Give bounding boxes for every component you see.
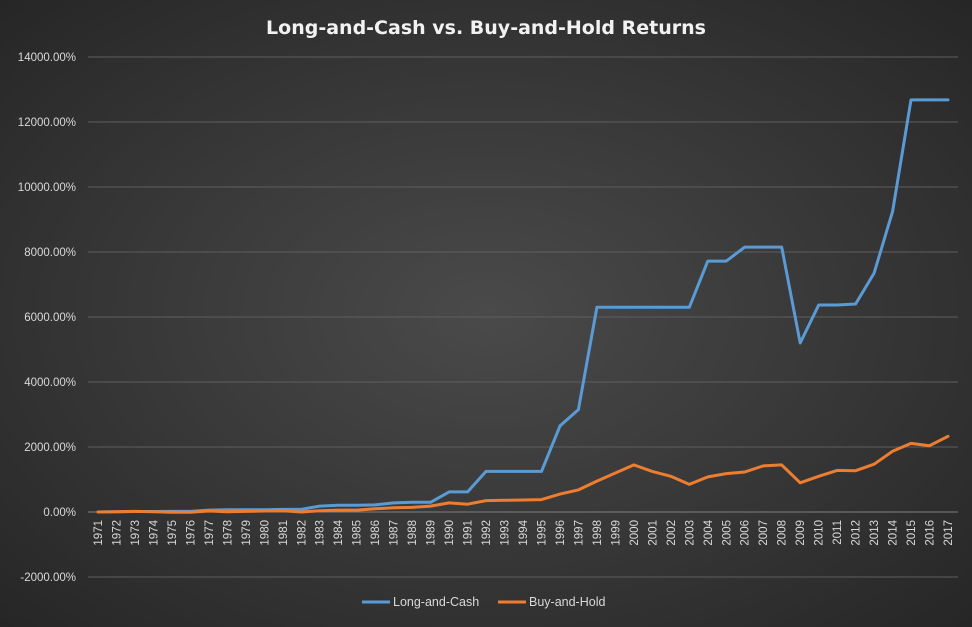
- x-tick-label: 2003: [684, 520, 696, 546]
- x-tick-label: 1978: [222, 520, 234, 546]
- x-tick-label: 2014: [888, 519, 900, 545]
- x-tick-label: 2013: [869, 520, 881, 546]
- y-tick-label: 8000.00%: [24, 247, 76, 259]
- legend: Long-and-Cash Buy-and-Hold: [362, 595, 605, 609]
- x-tick-label: 1999: [610, 520, 622, 546]
- x-tick-label: 1996: [555, 520, 567, 546]
- x-tick-label: 1980: [259, 520, 271, 546]
- x-tick-label: 1976: [185, 520, 197, 546]
- x-tick-label: 1982: [296, 520, 308, 546]
- x-tick-label: 1997: [573, 520, 585, 546]
- x-tick-label: 1993: [500, 520, 512, 546]
- series-line-long-and-cash: [96, 98, 950, 514]
- x-tick-label: 1983: [315, 520, 327, 546]
- x-tick-label: 1984: [333, 519, 345, 545]
- x-tick-label: 2004: [703, 519, 715, 545]
- y-tick-label: 12000.00%: [18, 117, 76, 129]
- x-tick-label: 1990: [444, 520, 456, 546]
- y-tick-label: 6000.00%: [24, 312, 76, 324]
- x-tick-label: 1972: [111, 520, 123, 546]
- legend-label: Buy-and-Hold: [529, 595, 605, 609]
- series-lines: [96, 98, 950, 514]
- x-tick-label: 1981: [278, 520, 290, 546]
- x-tick-label: 2006: [740, 520, 752, 546]
- series-line-buy-and-hold: [96, 434, 950, 514]
- x-tick-label: 1977: [204, 520, 216, 546]
- x-tick-label: 1986: [370, 520, 382, 546]
- x-axis-tick-labels: 1971 1972 1973 1974 1975 1976 1977 1978 1979 1980…: [93, 519, 955, 545]
- x-tick-label: 2010: [814, 520, 826, 546]
- x-tick-label: 2015: [906, 520, 918, 546]
- legend-label: Long-and-Cash: [393, 595, 479, 609]
- x-tick-label: 1974: [148, 519, 160, 545]
- y-tick-label: 4000.00%: [24, 377, 76, 389]
- x-tick-label: 2011: [832, 520, 844, 545]
- x-tick-label: 1992: [481, 520, 493, 546]
- y-tick-label: 10000.00%: [18, 182, 76, 194]
- x-tick-label: 1985: [352, 520, 364, 546]
- x-tick-label: 2017: [943, 520, 955, 546]
- x-tick-label: 2002: [666, 520, 678, 546]
- x-tick-label: 1971: [93, 520, 105, 546]
- x-tick-label: 1987: [389, 520, 401, 546]
- x-tick-label: 2005: [721, 520, 733, 546]
- x-tick-label: 1973: [130, 520, 142, 546]
- x-tick-label: 1979: [241, 520, 253, 546]
- y-axis-tick-labels: -2000.00% 0.00% 2000.00% 4000.00% 6000.00% 80…: [18, 52, 76, 584]
- x-tick-label: 2007: [758, 520, 770, 546]
- y-tick-label: -2000.00%: [20, 572, 76, 584]
- x-tick-label: 1989: [426, 520, 438, 546]
- x-tick-label: 2016: [925, 520, 937, 546]
- x-tick-label: 1995: [536, 520, 548, 546]
- chart-title: Long-and-Cash vs. Buy-and-Hold Returns: [266, 17, 706, 39]
- y-tick-label: 14000.00%: [18, 52, 76, 64]
- y-tick-label: 2000.00%: [24, 442, 76, 454]
- x-tick-label: 2009: [795, 520, 807, 546]
- x-tick-label: 1988: [407, 520, 419, 546]
- y-tick-label: 0.00%: [43, 507, 76, 519]
- x-tick-label: 1975: [167, 520, 179, 546]
- x-tick-label: 2000: [629, 520, 641, 546]
- x-tick-label: 1991: [463, 520, 475, 546]
- x-tick-label: 2008: [777, 520, 789, 546]
- x-tick-label: 2001: [647, 520, 659, 546]
- x-tick-label: 1998: [592, 520, 604, 546]
- x-tick-label: 1994: [518, 519, 530, 545]
- x-tick-label: 2012: [851, 520, 863, 546]
